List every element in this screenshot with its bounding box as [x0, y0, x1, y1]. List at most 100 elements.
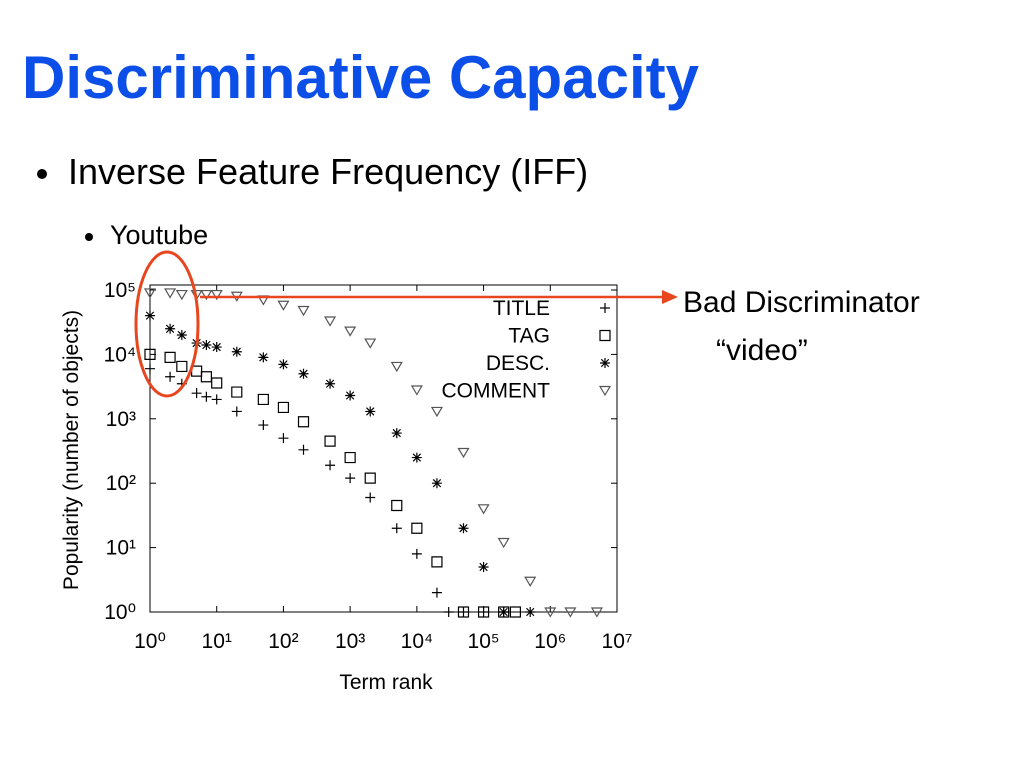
data-point	[257, 393, 269, 406]
data-point	[231, 406, 242, 417]
data-point	[175, 289, 188, 301]
x-axis-label: Term rank	[339, 671, 433, 694]
data-point	[164, 288, 177, 299]
data-point	[410, 385, 423, 396]
x-tick-label: 10²	[268, 630, 298, 653]
plot-frame	[149, 284, 618, 613]
data-point	[210, 289, 223, 301]
slide-title: Discriminative Capacity	[22, 44, 700, 111]
data-point	[477, 504, 490, 515]
data-point	[345, 473, 356, 484]
x-tick-label: 10¹	[202, 630, 232, 653]
data-point	[457, 447, 470, 459]
data-point	[431, 478, 442, 489]
bullet-dot	[85, 233, 93, 241]
chart: 10⁰ 10¹ 10² 10³ 10⁴ 10⁵ 10⁶ 10⁷ 10⁰ 10¹ 10² 10³ 10⁴ 1…	[60, 279, 632, 694]
y-tick-label: 10³	[106, 408, 136, 431]
data-point	[325, 460, 336, 471]
data-point	[365, 406, 376, 417]
data-point	[524, 576, 537, 587]
data-point	[525, 607, 536, 617]
data-point	[391, 428, 402, 439]
data-point	[324, 435, 336, 447]
legend-marker	[600, 303, 610, 313]
data-point	[297, 305, 310, 317]
data-point	[344, 326, 357, 337]
legend-label: DESC.	[486, 352, 550, 375]
data-point	[200, 289, 213, 301]
data-point	[457, 606, 470, 618]
data-point	[364, 338, 377, 349]
data-point	[297, 416, 310, 428]
data-point	[145, 363, 155, 374]
data-point	[298, 444, 309, 455]
data-point	[365, 492, 376, 503]
data-point	[298, 368, 309, 379]
data-point	[164, 351, 176, 363]
x-tick-label: 10³	[335, 630, 365, 653]
x-tick-label: 10⁰	[134, 630, 166, 653]
data-point	[201, 339, 212, 350]
sub-bullet: Youtube	[110, 220, 208, 250]
data-point	[458, 607, 469, 617]
data-point	[277, 401, 290, 414]
data-point	[258, 420, 269, 431]
data-point	[278, 359, 289, 370]
data-point	[165, 371, 176, 382]
x-tick-label: 10⁵	[468, 630, 500, 653]
highlight-ellipse	[134, 250, 200, 398]
x-tick-label: 10⁶	[534, 630, 566, 653]
y-tick-label: 10⁰	[104, 601, 136, 624]
annotation: “video”	[716, 334, 808, 367]
data-point	[325, 378, 336, 389]
data-point	[144, 348, 156, 360]
y-tick-label: 10⁴	[104, 343, 136, 366]
legend-label: TAG	[508, 325, 550, 348]
data-point	[258, 352, 269, 363]
data-point	[391, 523, 402, 534]
arrow-head	[662, 290, 678, 304]
data-point	[564, 607, 577, 618]
data-point	[211, 342, 222, 353]
data-point	[278, 433, 289, 444]
data-point	[176, 360, 188, 373]
bullet: Inverse Feature Frequency (IFF)	[68, 151, 588, 192]
x-tick-label: 10⁷	[602, 630, 633, 653]
legend-label: TITLE	[493, 297, 550, 320]
data-point	[430, 406, 443, 418]
data-point	[458, 523, 469, 534]
y-axis-label: Popularity (number of objects)	[60, 310, 83, 590]
x-tick-label: 10⁴	[401, 630, 433, 653]
data-point	[411, 452, 422, 463]
data-point	[590, 607, 603, 618]
annotation: Bad Discriminator	[683, 286, 920, 319]
data-point	[478, 561, 489, 572]
data-point	[277, 300, 290, 311]
data-point	[191, 388, 202, 399]
data-point	[431, 556, 443, 568]
legend-marker	[600, 358, 610, 368]
data-point	[324, 316, 337, 327]
data-point	[211, 394, 222, 405]
data-point	[345, 390, 356, 401]
data-point	[165, 323, 176, 334]
y-tick-label: 10²	[106, 472, 136, 495]
data-point	[443, 607, 454, 617]
data-point	[344, 451, 356, 464]
data-point	[477, 606, 490, 618]
data-point	[211, 377, 223, 389]
data-point	[391, 499, 403, 512]
data-point	[364, 472, 376, 484]
data-point	[390, 361, 403, 373]
data-point	[145, 310, 155, 321]
data-point	[509, 606, 522, 618]
data-point	[411, 548, 422, 559]
data-point	[143, 288, 157, 299]
data-point	[431, 587, 442, 598]
data-point	[544, 607, 557, 618]
data-point	[201, 391, 212, 402]
data-point	[498, 607, 509, 617]
legend-marker	[598, 385, 612, 397]
data-point	[231, 386, 243, 398]
